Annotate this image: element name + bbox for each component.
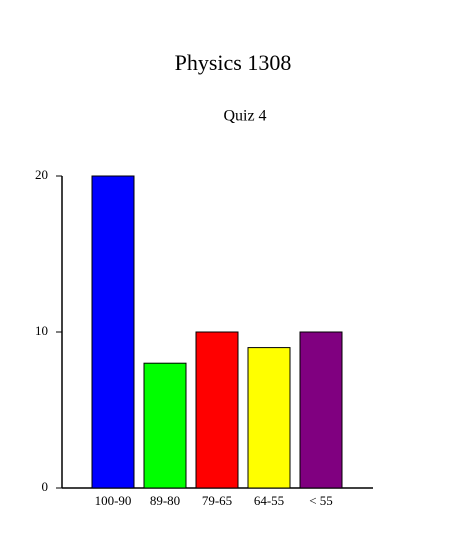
x-tick-label: 64-55 (254, 493, 284, 508)
y-tick-label: 0 (42, 479, 49, 494)
x-tick-label: 100-90 (95, 493, 132, 508)
bar (143, 362, 187, 489)
chart-subtitle: Quiz 4 (223, 108, 266, 125)
bar (195, 331, 239, 489)
x-tick-label: 89-80 (150, 493, 180, 508)
y-tick-label: 20 (35, 167, 48, 182)
y-tick-label: 10 (35, 323, 48, 338)
bar (247, 347, 291, 489)
x-tick-label: < 55 (309, 493, 333, 508)
x-tick-label: 79-65 (202, 493, 232, 508)
bar (299, 331, 343, 489)
chart-title: Physics 1308 (175, 50, 292, 75)
bar (91, 175, 135, 489)
